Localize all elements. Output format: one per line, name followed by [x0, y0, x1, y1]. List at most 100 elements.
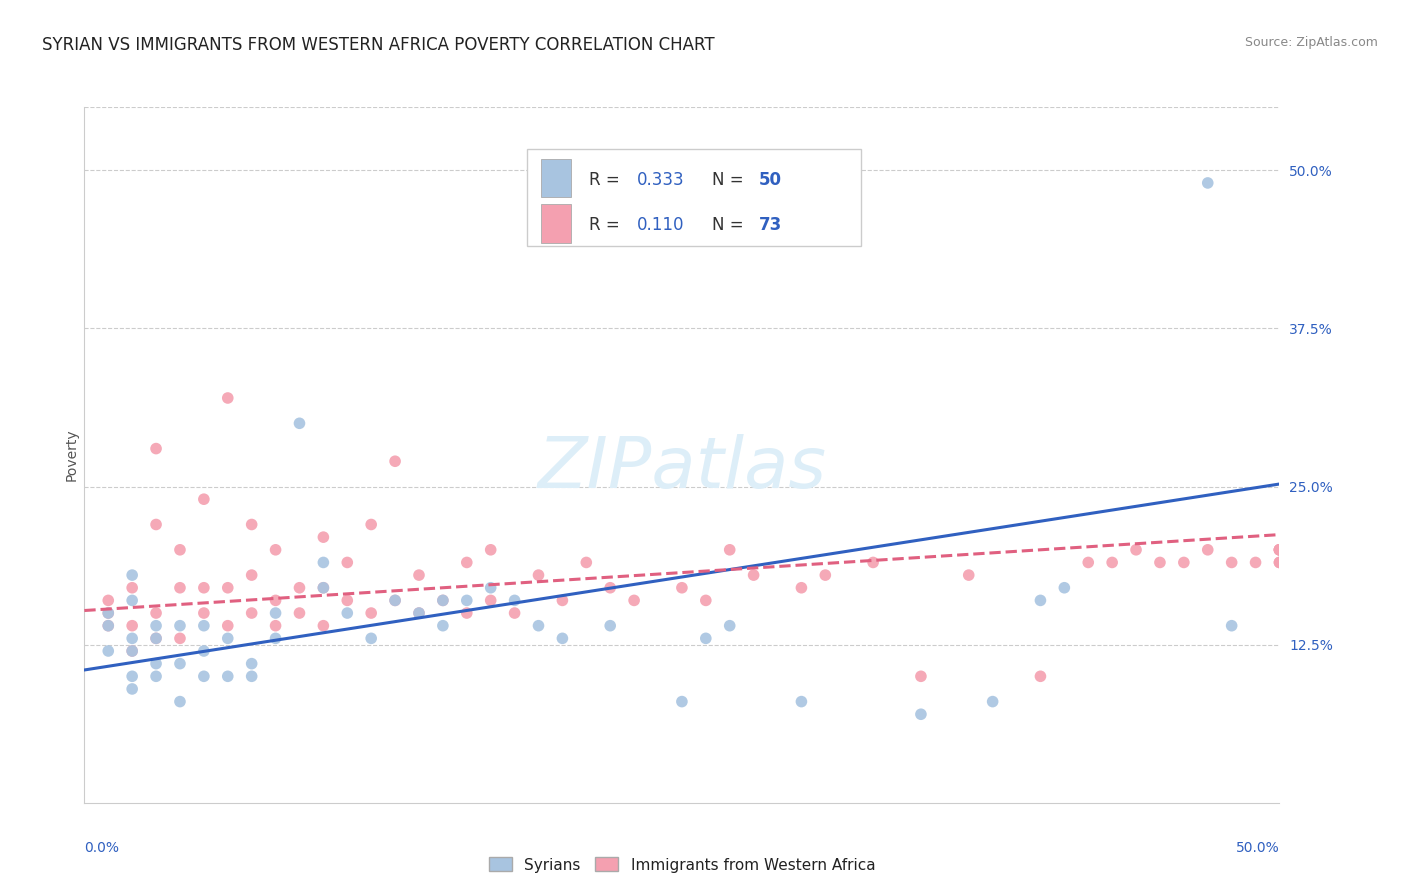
Text: SYRIAN VS IMMIGRANTS FROM WESTERN AFRICA POVERTY CORRELATION CHART: SYRIAN VS IMMIGRANTS FROM WESTERN AFRICA… [42, 36, 714, 54]
Point [169, 632, 191, 646]
Point [551, 632, 574, 646]
Point [718, 618, 741, 632]
Point [527, 618, 550, 632]
Point [1029, 593, 1052, 607]
Point [1244, 556, 1267, 570]
Point [1197, 176, 1219, 190]
Point [623, 593, 645, 607]
Point [240, 606, 263, 620]
Text: R =: R = [589, 217, 630, 235]
Text: 0.0%: 0.0% [84, 841, 120, 855]
Point [718, 542, 741, 557]
Point [1268, 556, 1291, 570]
Point [217, 669, 239, 683]
Point [97, 593, 120, 607]
Point [599, 618, 621, 632]
Point [169, 581, 191, 595]
Text: 73: 73 [758, 217, 782, 235]
Point [312, 581, 335, 595]
Point [981, 695, 1004, 709]
Text: 0.110: 0.110 [637, 217, 683, 235]
Point [240, 517, 263, 532]
Point [121, 618, 143, 632]
Point [97, 618, 120, 632]
Point [671, 581, 693, 595]
Point [1077, 556, 1099, 570]
Point [384, 454, 406, 468]
Point [145, 632, 167, 646]
Point [479, 593, 502, 607]
Point [264, 542, 287, 557]
Point [790, 581, 813, 595]
Point [1220, 556, 1243, 570]
Point [1101, 556, 1123, 570]
Text: Source: ZipAtlas.com: Source: ZipAtlas.com [1244, 36, 1378, 49]
Point [312, 556, 335, 570]
Point [384, 593, 406, 607]
Point [97, 618, 120, 632]
Text: N =: N = [711, 171, 748, 189]
Point [479, 542, 502, 557]
Point [288, 606, 311, 620]
Point [193, 581, 215, 595]
Point [121, 644, 143, 658]
Point [1268, 542, 1291, 557]
Point [193, 606, 215, 620]
Legend: Syrians, Immigrants from Western Africa: Syrians, Immigrants from Western Africa [482, 851, 882, 879]
Point [217, 391, 239, 405]
Point [121, 593, 143, 607]
Point [671, 695, 693, 709]
Point [957, 568, 980, 582]
Point [408, 568, 430, 582]
Point [145, 669, 167, 683]
Point [169, 542, 191, 557]
Point [145, 618, 167, 632]
Point [145, 632, 167, 646]
Point [97, 606, 120, 620]
Point [288, 417, 311, 431]
Text: ZIPatlas: ZIPatlas [537, 434, 827, 503]
Point [742, 568, 765, 582]
Point [240, 657, 263, 671]
FancyBboxPatch shape [541, 159, 571, 197]
Point [360, 606, 382, 620]
Point [169, 618, 191, 632]
Point [217, 581, 239, 595]
Point [312, 530, 335, 544]
Point [527, 568, 550, 582]
Point [1268, 556, 1291, 570]
Point [193, 618, 215, 632]
Point [145, 657, 167, 671]
Point [217, 618, 239, 632]
Point [1173, 556, 1195, 570]
Point [479, 581, 502, 595]
Point [264, 618, 287, 632]
Point [169, 657, 191, 671]
Point [193, 492, 215, 507]
Point [456, 556, 478, 570]
Point [121, 681, 143, 696]
Point [551, 593, 574, 607]
Point [288, 581, 311, 595]
Point [336, 556, 359, 570]
Point [312, 618, 335, 632]
Point [240, 568, 263, 582]
Point [1197, 542, 1219, 557]
Point [814, 568, 837, 582]
Point [193, 669, 215, 683]
Point [862, 556, 884, 570]
Point [193, 644, 215, 658]
Point [1125, 542, 1147, 557]
Point [264, 606, 287, 620]
Y-axis label: Poverty: Poverty [65, 429, 79, 481]
Point [169, 695, 191, 709]
Point [145, 442, 167, 456]
Point [97, 644, 120, 658]
Point [1053, 581, 1076, 595]
FancyBboxPatch shape [527, 149, 862, 246]
Point [1268, 542, 1291, 557]
Point [264, 632, 287, 646]
Point [695, 632, 717, 646]
Point [145, 606, 167, 620]
Point [336, 606, 359, 620]
